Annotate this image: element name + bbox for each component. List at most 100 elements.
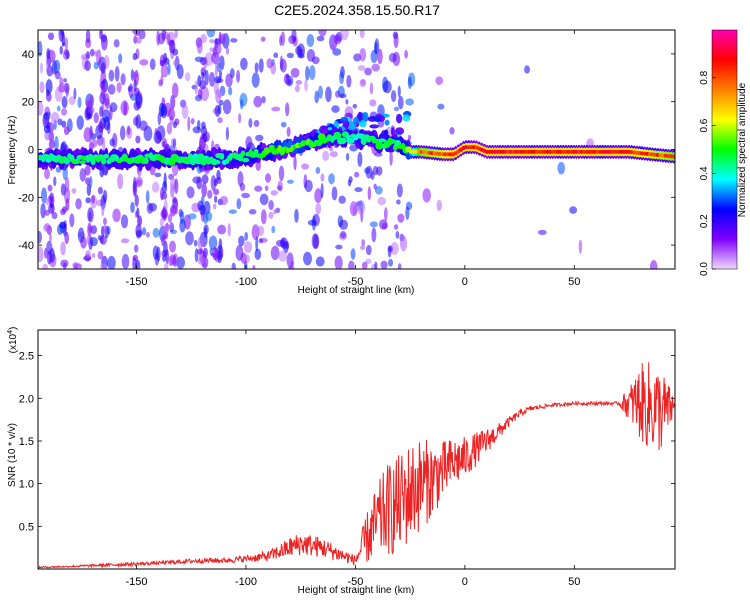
spectrogram-scatter-blob — [369, 124, 379, 129]
spectrogram-streak-blob — [64, 37, 69, 51]
spectrogram-streak-blob — [198, 144, 203, 152]
snr-x-tick-label: -50 — [347, 576, 363, 588]
spectrogram-noise-blob — [569, 206, 578, 214]
spectrogram-ridge-cell — [241, 157, 250, 163]
spectrogram-streak-blob — [103, 224, 107, 232]
spectrogram-y-tick-label: 20 — [22, 97, 34, 109]
spectrogram-streak-blob — [87, 207, 94, 223]
spectrogram-streak-blob — [218, 31, 222, 46]
spectrogram-scatter-blob — [394, 127, 405, 135]
spectrogram-noise-blob — [167, 213, 173, 224]
spectrogram-ridge-cell — [212, 159, 221, 165]
spectrogram-streak-blob — [47, 184, 53, 192]
spectrogram-noise-blob — [320, 183, 324, 199]
spectrogram-noise-blob — [578, 239, 583, 254]
spectrogram-noise-blob — [316, 35, 325, 42]
spectrogram-noise-blob — [203, 224, 209, 235]
spectrogram-noise-blob — [184, 72, 191, 82]
spectrogram-streak-blob — [170, 205, 178, 215]
spectrogram-streak-blob — [99, 106, 104, 118]
snr-y-ticks: 0.5 1.0 1.5 2.0 2.5 — [19, 351, 675, 533]
spectrogram-noise-blob — [376, 166, 383, 176]
spectrogram-noise-blob — [169, 222, 175, 233]
spectrogram-noise-blob — [253, 119, 260, 128]
spectrogram-streak-blob — [137, 216, 142, 228]
spectrogram-noise-blob — [330, 44, 336, 51]
snr-x-axis-label: Height of straight line (km) — [298, 585, 415, 596]
spectrogram-noise-blob — [152, 227, 160, 238]
spectrogram-noise-blob — [130, 201, 135, 214]
spectrogram-streak-blob — [97, 250, 104, 260]
spectrogram-streak-blob — [64, 176, 70, 193]
snr-x-ticks: -150 -100 -50 0 50 — [125, 330, 580, 588]
spectrogram-noise-blob — [301, 163, 310, 170]
spectrogram-noise-blob — [185, 231, 194, 246]
spectrogram-noise-blob — [266, 58, 273, 69]
spectrogram-noise-blob — [270, 245, 280, 261]
spectrogram-noise-blob — [397, 263, 402, 269]
spectrogram-streak-blob — [42, 112, 50, 129]
spectrogram-noise-blob — [217, 224, 227, 235]
spectrogram-noise-blob — [352, 103, 358, 109]
spectrogram-noise-blob — [346, 74, 352, 88]
spectrogram-noise-blob — [338, 195, 346, 204]
spectrogram-noise-blob — [294, 84, 300, 93]
spectrogram-noise-blob — [139, 59, 149, 66]
spectrogram-noise-blob — [57, 118, 63, 126]
colorbar-tick-label: 0.4 — [699, 166, 710, 180]
spectrogram-noise-blob — [437, 103, 445, 110]
spectrogram-noise-blob — [109, 106, 113, 121]
spectrogram-streak-blob — [172, 138, 177, 149]
spectrogram-noise-blob — [77, 96, 82, 109]
spectrogram-noise-blob — [422, 188, 432, 203]
spectrogram-noise-blob — [377, 197, 387, 206]
colorbar-tick-label: 0.0 — [699, 262, 710, 276]
spectrogram-streak-blob — [47, 32, 55, 41]
spectrogram-noise-blob — [193, 239, 198, 247]
spectrogram-noise-blob — [145, 190, 150, 204]
spectrogram-streak-blob — [161, 30, 166, 41]
spectrogram-noise-blob — [261, 96, 266, 104]
spectrogram-noise-blob — [524, 65, 530, 74]
spectrogram-noise-blob — [380, 260, 388, 269]
spectrogram-noise-blob — [119, 125, 126, 141]
spectrogram-noise-blob — [268, 200, 274, 211]
spectrogram-ridge-cell — [268, 144, 275, 152]
spectrogram-noise-blob — [393, 106, 400, 112]
spectrogram-streak-blob — [160, 187, 164, 201]
spectrogram-noise-blob — [360, 245, 366, 251]
spectrogram-noise-blob — [206, 30, 216, 38]
spectrogram-noise-blob — [335, 244, 343, 250]
spectrogram-ridge-cell — [100, 157, 107, 165]
spectrogram-marks — [38, 30, 675, 269]
spectrogram-noise-blob — [208, 235, 218, 250]
spectrogram-noise-blob — [108, 69, 115, 82]
snr-series-line — [38, 362, 675, 569]
spectrogram-noise-blob — [395, 231, 400, 239]
spectrogram-noise-blob — [71, 188, 77, 194]
spectrogram-noise-blob — [304, 79, 308, 92]
spectrogram-noise-blob — [236, 69, 241, 83]
spectrogram-noise-blob — [254, 62, 259, 74]
spectrogram-noise-blob — [259, 193, 269, 206]
spectrogram-streak-blob — [213, 178, 218, 187]
spectrogram-noise-blob — [209, 39, 215, 44]
spectrogram-noise-blob — [156, 125, 166, 141]
spectrogram-streak-blob — [61, 31, 66, 47]
spectrogram-noise-blob — [112, 208, 121, 223]
snr-x-tick-label: 50 — [568, 576, 580, 588]
spectrogram-streak-blob — [196, 40, 203, 54]
spectrogram-noise-blob — [258, 58, 264, 73]
spectrogram-noise-blob — [38, 231, 42, 244]
spectrogram-noise-blob — [79, 168, 87, 182]
spectrogram-noise-blob — [256, 225, 265, 236]
spectrogram-streak-blob — [132, 52, 138, 61]
spectrogram-ridge-cell — [42, 154, 50, 160]
spectrogram-y-ticks: -40 -20 0 20 40 — [18, 49, 675, 252]
spectrogram-ridge-cell — [192, 153, 200, 161]
spectrogram-ridge-cell — [671, 154, 675, 159]
spectrogram-ridge-cell — [317, 133, 326, 141]
spectrogram-x-tick-label: -100 — [235, 276, 257, 288]
spectrogram-scatter-blob — [384, 119, 390, 126]
spectrogram-noise-blob — [40, 203, 46, 219]
